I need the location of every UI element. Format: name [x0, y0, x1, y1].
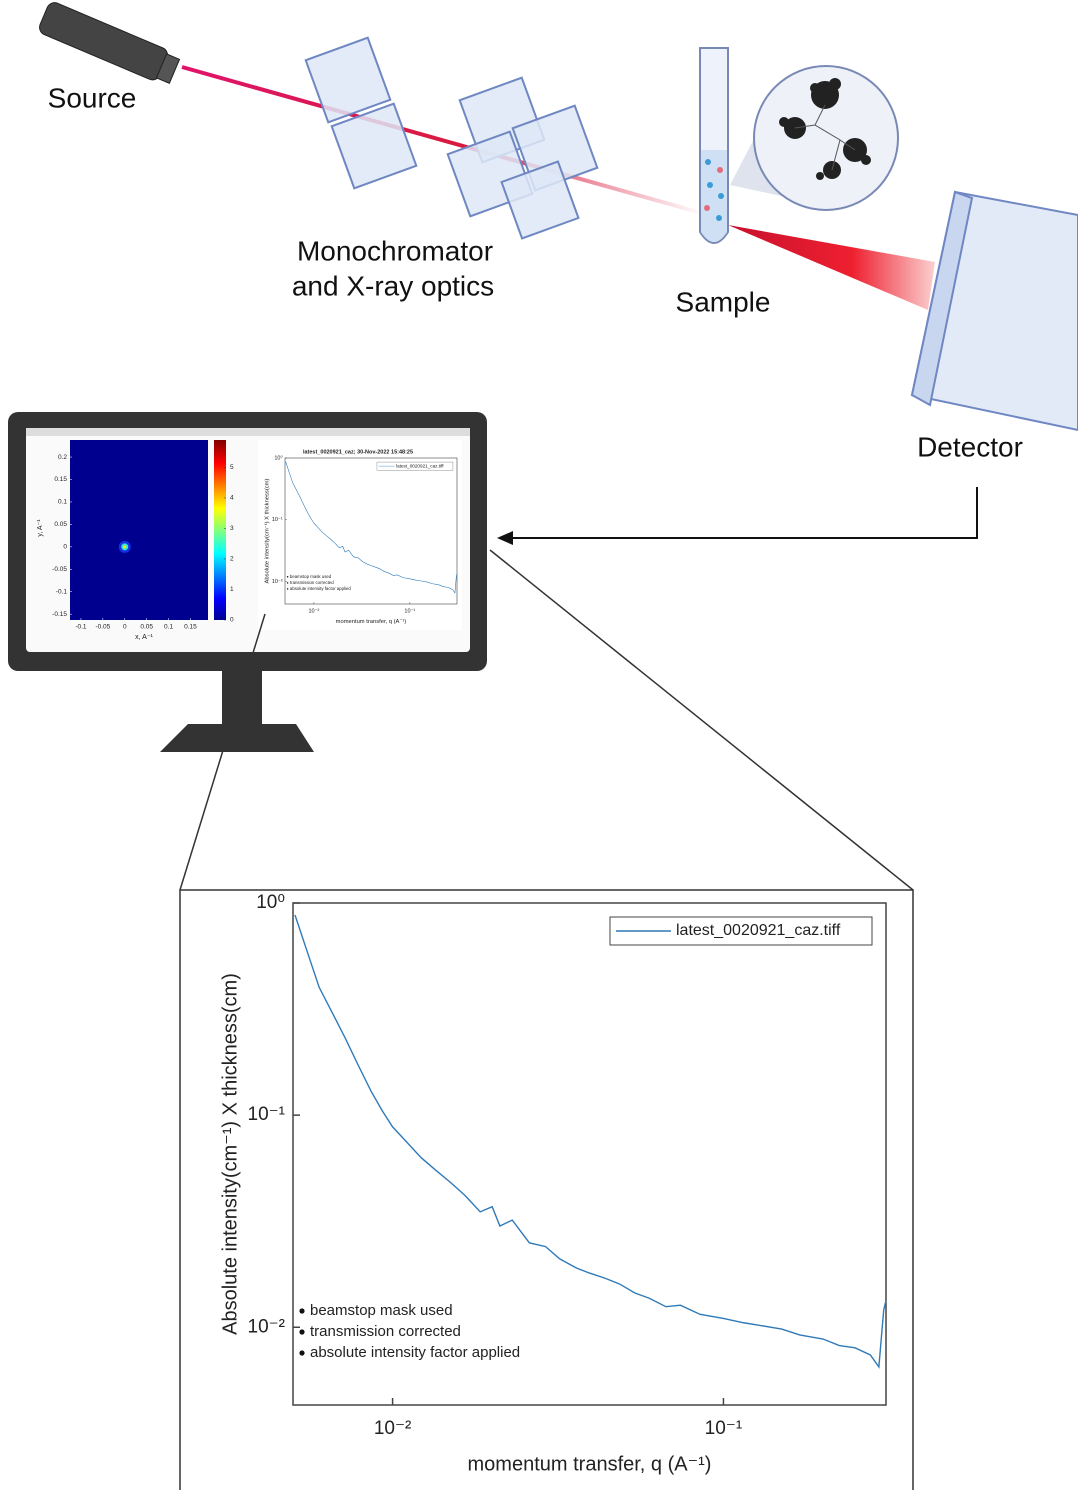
test-tube — [699, 47, 729, 244]
colorbar-tick-label: 1 — [230, 586, 234, 593]
y-tick-label: 10⁻¹ — [248, 1104, 286, 1125]
colorbar-tick-label: 2 — [230, 556, 234, 563]
legend-label: latest_0020921_caz.tiff — [676, 922, 841, 939]
beamline: Source Monochromator and X-ray optics Sa… — [39, 2, 1078, 545]
y-tick-label: 0.1 — [58, 499, 67, 506]
x-tick-label: -0.1 — [75, 624, 87, 631]
sample-zoom — [753, 65, 899, 211]
label-sample: Sample — [676, 286, 771, 317]
y-tick-label: 0 — [63, 544, 67, 551]
colorbar-tick-label: 4 — [230, 495, 234, 502]
x-tick-label: 10⁻¹ — [705, 1418, 743, 1439]
plot-area — [284, 457, 458, 605]
y-tick-label: 10⁻² — [272, 579, 283, 585]
x-tick-label: 0 — [123, 624, 127, 631]
y-tick-label: 0.15 — [54, 476, 67, 483]
label-optics: and X-ray optics — [292, 270, 494, 301]
bullet — [286, 582, 289, 584]
label-optics: Monochromator — [297, 235, 493, 266]
bullet — [299, 1308, 305, 1314]
detector — [910, 190, 1078, 432]
y-axis-label: Absolute intensity(cm⁻¹) X thickness(cm) — [219, 973, 241, 1335]
y-tick-label: 10⁻¹ — [272, 517, 283, 523]
arrow — [510, 487, 978, 539]
source-gun — [39, 2, 181, 84]
x-tick-label: 10⁻² — [308, 608, 319, 614]
annotation: transmission corrected — [310, 1323, 461, 1340]
colorbar-tick-label: 0 — [230, 617, 234, 624]
y-tick-label: -0.1 — [56, 588, 68, 595]
bullet — [299, 1350, 305, 1356]
legend-box — [376, 461, 454, 471]
data-line — [285, 461, 458, 594]
zoom-line — [179, 613, 266, 891]
x-tick-label: 10⁻¹ — [404, 608, 415, 614]
plot-title: latest_0020921_caz; 30-Nov-2022 15:48:25 — [303, 449, 413, 455]
bullet — [286, 588, 289, 590]
scatter-cone — [728, 225, 935, 310]
beam-spot-core — [123, 545, 127, 549]
x-tick-label: 10⁻² — [374, 1418, 412, 1439]
x-axis-label: momentum transfer, q (A⁻¹) — [468, 1453, 712, 1475]
y-tick-label: -0.15 — [52, 611, 67, 618]
y-tick-label: -0.05 — [52, 566, 67, 573]
x-tick-label: 0.05 — [140, 624, 153, 631]
annotation: beamstop mask used — [310, 1302, 453, 1319]
data-line — [294, 914, 887, 1369]
y-axis-label: Absolute intensity(cm⁻¹) X thickness(cm) — [265, 479, 271, 584]
beam — [181, 65, 706, 216]
crystals — [304, 36, 599, 240]
x-tick-label: 0.1 — [164, 624, 173, 631]
y-tick-label: 0.05 — [54, 521, 67, 528]
y-axis-label: y, A⁻¹ — [37, 519, 44, 537]
colorbar-tick-label: 5 — [230, 464, 234, 471]
x-axis-label: x, A⁻¹ — [135, 634, 153, 641]
bullet — [286, 575, 289, 578]
arrowhead — [497, 531, 513, 545]
annotation: absolute intensity factor applied — [290, 586, 351, 591]
annotation: transmission corrected — [290, 580, 334, 585]
x-tick-label: 0.15 — [184, 624, 197, 631]
screen-content: latest_0020921_caz; 30-Nov-2022 15:48:25… — [37, 440, 462, 641]
y-tick-label: 10⁰ — [274, 454, 283, 461]
x-tick-label: -0.05 — [95, 624, 110, 631]
bullet — [299, 1329, 305, 1335]
plot-area — [292, 902, 887, 1406]
heatmap — [70, 440, 208, 620]
label-source: Source — [48, 82, 137, 113]
y-tick-label: 0.2 — [58, 454, 67, 461]
colorbar-tick-label: 3 — [230, 525, 234, 532]
annotation: beamstop mask used — [290, 574, 332, 579]
y-tick-label: 10⁻² — [248, 1316, 286, 1337]
label-detector: Detector — [917, 431, 1023, 462]
y-tick-label: 10⁰ — [256, 892, 285, 913]
annotation: absolute intensity factor applied — [310, 1344, 520, 1361]
zoom-line — [489, 549, 914, 891]
legend-label: latest_0020921_caz.tiff — [396, 463, 444, 468]
x-axis-label: momentum transfer, q (A⁻¹) — [336, 619, 407, 625]
zoom-plot: 10⁰ 10⁻¹ 10⁻² 10⁻² 10⁻¹ momentum transfer, q … — [219, 892, 887, 1475]
colorbar — [214, 440, 226, 620]
